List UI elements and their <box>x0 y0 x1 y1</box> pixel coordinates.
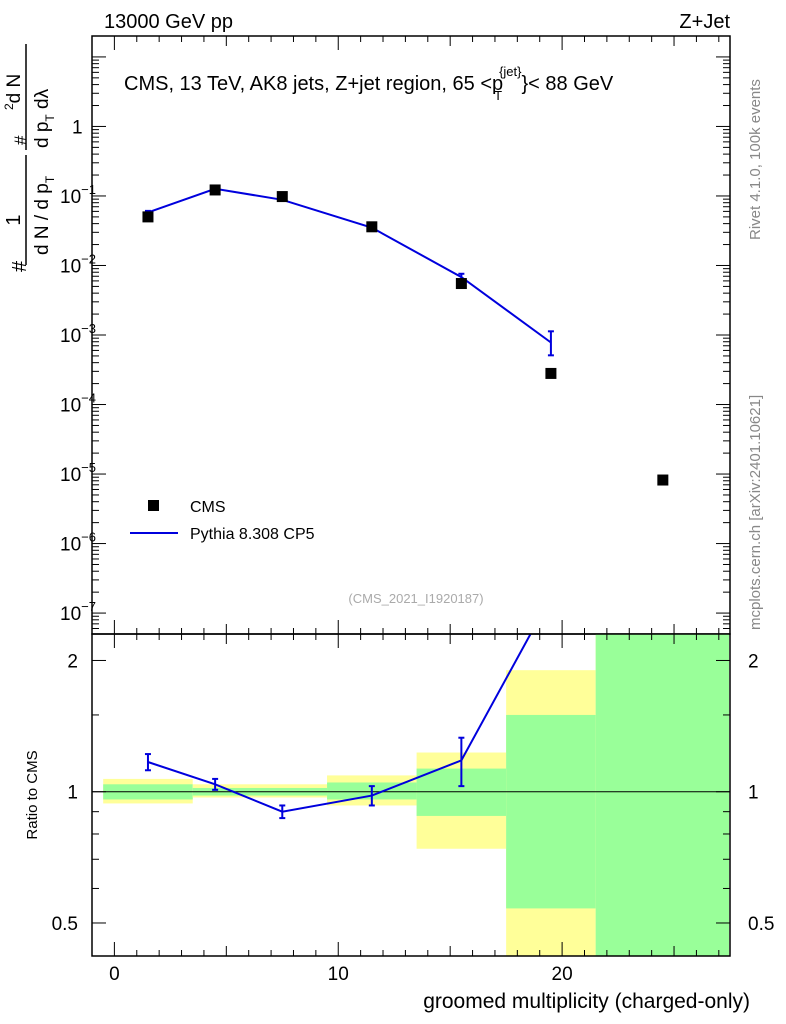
y-label-deriv-den: d pT dλ <box>32 88 57 148</box>
cms-point <box>276 191 288 203</box>
top-x-ticks <box>91 36 720 634</box>
top-y-tick-label: 10−3 <box>60 321 96 347</box>
plot-title: CMS, 13 TeV, AK8 jets, Z+jet region, 65 … <box>124 64 614 103</box>
cms-point <box>142 211 154 223</box>
ratio-band-green <box>595 634 729 956</box>
ratio-y-tick-label-right: 2 <box>748 651 759 672</box>
top-y-tick-label: 10−2 <box>60 251 96 277</box>
top-plot-marks <box>142 184 669 486</box>
top-y-tick-label: 1 <box>72 117 83 138</box>
ratio-y-tick-label-right: 1 <box>748 783 759 804</box>
y-label-hash-mid: # <box>11 135 30 145</box>
plot-title-sup: {jet} <box>499 64 522 79</box>
ratio-y-axis: 0.5 0.5 1 1 2 2 <box>52 651 775 935</box>
x-axis-label: groomed multiplicity (charged-only) <box>423 990 750 1013</box>
header-left: 13000 GeV pp <box>104 11 233 33</box>
ratio-y-tick-label: 1 <box>67 783 78 804</box>
cms-point <box>657 474 669 486</box>
ratio-y-tick-label: 0.5 <box>52 914 78 935</box>
ratio-y-tick-label: 2 <box>67 651 78 672</box>
ratio-y-label: Ratio to CMS <box>24 750 41 839</box>
x-tick-label: 20 <box>552 964 573 985</box>
plot-title-main: CMS, 13 TeV, AK8 jets, Z+jet region, 65 … <box>124 73 503 95</box>
top-y-label: # 1 d N / d pT # 2d N d pT dλ <box>2 44 57 272</box>
plot-title-end: }< 88 GeV <box>522 73 614 95</box>
ratio-panel: 0.5 0.5 1 1 2 2 0 10 20 Ratio to CMS groomed mu… <box>24 633 775 1013</box>
top-panel-frame <box>91 35 731 635</box>
cms-point <box>455 278 467 290</box>
ratio-bands <box>103 634 729 956</box>
legend-cms-label: CMS <box>190 499 226 516</box>
cms-point <box>366 221 378 233</box>
header-right: Z+Jet <box>679 11 730 33</box>
y-label-frac-den: d N / d pT <box>32 175 57 255</box>
mcplots-label: mcplots.cern.ch [arXiv:2401.10621] <box>747 395 764 630</box>
y-label-frac-num: 1 <box>3 214 25 225</box>
top-y-axis: 1 10−1 10−2 10−3 10−4 10−5 10−6 10−7 <box>60 35 730 635</box>
ratio-y-tick-label-right: 0.5 <box>748 914 774 935</box>
y-label-deriv-num: 2d N <box>2 74 25 110</box>
top-y-tick-label: 10−5 <box>60 460 96 486</box>
ratio-pythia-line <box>147 634 532 813</box>
ratio-marks <box>144 634 532 820</box>
top-panel: 1 10−1 10−2 10−3 10−4 10−5 10−6 10−7 CMS, 13 Te… <box>2 35 731 635</box>
x-axis: 0 10 20 <box>91 634 720 985</box>
legend-cms-marker <box>148 500 159 511</box>
top-y-tick-label: 10−1 <box>60 182 96 208</box>
y-label-hash-left: # <box>9 260 31 272</box>
analysis-id: (CMS_2021_I1920187) <box>348 591 483 606</box>
cms-point <box>545 367 557 379</box>
legend-pythia-label: Pythia 8.308 CP5 <box>190 526 315 543</box>
pythia-line <box>147 187 552 344</box>
rivet-label: Rivet 4.1.0, 100k events <box>747 79 764 240</box>
x-tick-label: 10 <box>328 964 349 985</box>
ratio-band-green <box>506 714 596 909</box>
top-y-tick-label: 10−7 <box>60 599 96 625</box>
top-y-tick-label: 10−6 <box>60 530 96 556</box>
top-y-tick-label: 10−4 <box>60 391 96 417</box>
x-tick-label: 0 <box>109 964 120 985</box>
ratio-panel-frame <box>91 633 731 957</box>
legend: CMS Pythia 8.308 CP5 <box>130 499 315 543</box>
plot-title-sub: T <box>494 88 502 103</box>
cms-point <box>209 184 221 196</box>
